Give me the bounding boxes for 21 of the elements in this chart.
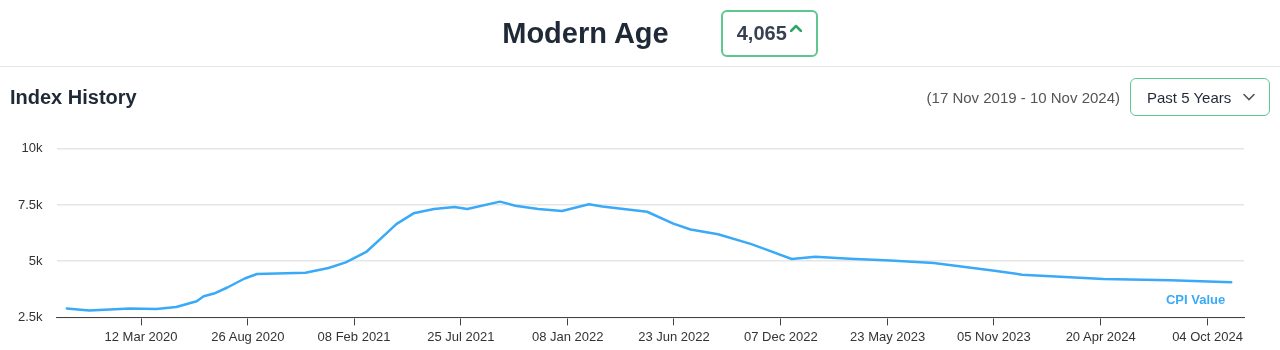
text: (17 Nov 2019 - 10 Nov 2024) [926,88,1120,106]
y-tick-label: 5k [28,252,44,268]
x-tick-label: 12 Mar 2020 [104,328,178,344]
x-tick-label: 05 Nov 2023 [956,328,1031,344]
x-tick-label: 25 Jul 2021 [427,328,495,344]
text: Past 5 Years [1147,88,1232,106]
series-label: CPI Value [1165,292,1226,308]
y-tick-label: 7.5k [17,196,44,212]
text: 4,065 [736,21,787,45]
x-tick-label: 26 Aug 2020 [211,328,285,344]
x-tick-label: 08 Feb 2021 [317,328,391,344]
x-tick-label: 20 Apr 2024 [1065,328,1136,344]
x-tick-label: 23 Jun 2022 [638,328,710,344]
y-tick-label: 10k [21,140,44,156]
chart-title: Modern Age [502,16,669,50]
chart-subtitle: Index History [10,85,137,109]
x-tick-label: 04 Oct 2024 [1172,328,1243,344]
x-tick-label: 07 Dec 2022 [743,328,818,344]
x-tick-label: 23 May 2023 [850,328,926,344]
x-tick-label: 08 Jan 2022 [531,328,604,344]
y-tick-label: 2.5k [17,308,44,324]
